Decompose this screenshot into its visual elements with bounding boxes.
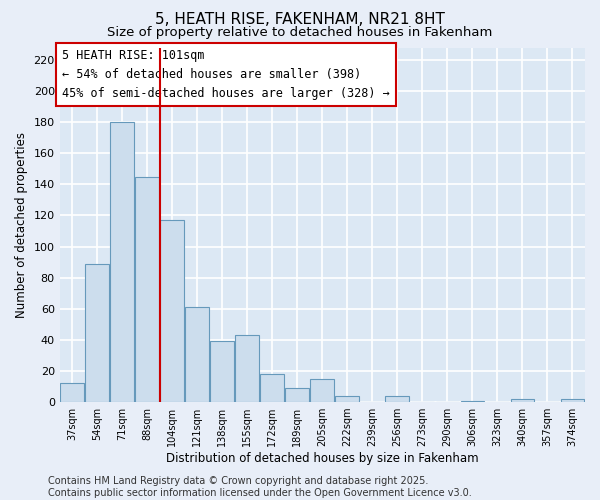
Bar bbox=[335, 396, 359, 402]
Text: Contains HM Land Registry data © Crown copyright and database right 2025.
Contai: Contains HM Land Registry data © Crown c… bbox=[48, 476, 472, 498]
Bar bbox=[511, 399, 535, 402]
X-axis label: Distribution of detached houses by size in Fakenham: Distribution of detached houses by size … bbox=[166, 452, 479, 465]
Bar bbox=[136, 176, 159, 402]
Text: 5, HEATH RISE, FAKENHAM, NR21 8HT: 5, HEATH RISE, FAKENHAM, NR21 8HT bbox=[155, 12, 445, 28]
Bar bbox=[185, 307, 209, 402]
Text: 5 HEATH RISE: 101sqm
← 54% of detached houses are smaller (398)
45% of semi-deta: 5 HEATH RISE: 101sqm ← 54% of detached h… bbox=[62, 50, 390, 100]
Bar bbox=[286, 388, 309, 402]
Bar bbox=[235, 335, 259, 402]
Bar bbox=[260, 374, 284, 402]
Y-axis label: Number of detached properties: Number of detached properties bbox=[15, 132, 28, 318]
Bar bbox=[60, 384, 84, 402]
Text: Size of property relative to detached houses in Fakenham: Size of property relative to detached ho… bbox=[107, 26, 493, 39]
Bar bbox=[211, 342, 234, 402]
Bar bbox=[385, 396, 409, 402]
Bar bbox=[110, 122, 134, 402]
Bar bbox=[85, 264, 109, 402]
Bar bbox=[560, 399, 584, 402]
Bar bbox=[310, 379, 334, 402]
Bar bbox=[461, 400, 484, 402]
Bar bbox=[160, 220, 184, 402]
